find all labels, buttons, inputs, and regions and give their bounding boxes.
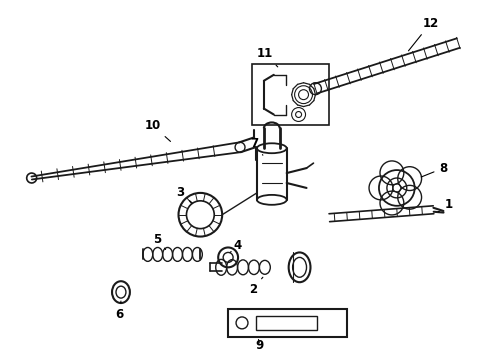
Text: 1: 1 — [439, 198, 452, 212]
Text: 5: 5 — [153, 233, 166, 249]
Text: 2: 2 — [249, 277, 263, 296]
Text: 12: 12 — [409, 17, 439, 51]
Text: 11: 11 — [257, 48, 278, 67]
Text: 10: 10 — [145, 119, 171, 141]
Bar — [252, 64, 329, 125]
Text: 7: 7 — [250, 137, 263, 155]
Text: 8: 8 — [421, 162, 447, 177]
Text: 4: 4 — [230, 239, 242, 252]
Bar — [228, 309, 347, 337]
Text: 9: 9 — [256, 339, 264, 352]
Text: 6: 6 — [115, 301, 123, 321]
Bar — [256, 316, 318, 330]
Text: 3: 3 — [176, 186, 192, 203]
